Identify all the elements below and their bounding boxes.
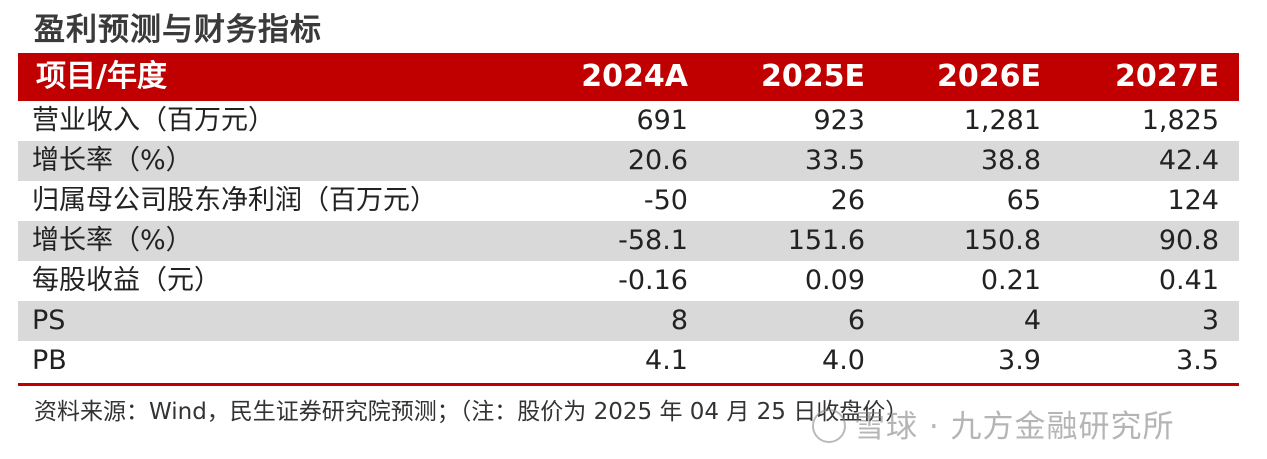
header-year-2027e: 2027E [1115, 59, 1219, 94]
table-row-pb: PB 4.1 4.0 3.9 3.5 [18, 341, 1239, 381]
page-title: 盈利预测与财务指标 [34, 12, 322, 48]
table-cell: -50 [643, 185, 688, 216]
row-label: 营业收入（百万元） [32, 105, 275, 136]
table-cell: 0.21 [980, 265, 1041, 296]
table-cell: 4 [1023, 305, 1041, 336]
table-row-revenue-growth: 增长率（%） 20.6 33.5 38.8 42.4 [18, 141, 1239, 181]
row-label: PS [32, 305, 66, 336]
header-year-2025e: 2025E [761, 59, 865, 94]
table-cell: -58.1 [618, 225, 688, 256]
table-cell: 4.1 [645, 345, 688, 376]
table-row-revenue: 营业收入（百万元） 691 923 1,281 1,825 [18, 101, 1239, 141]
row-label: 增长率（%） [32, 145, 193, 176]
table-cell: 1,825 [1141, 105, 1219, 136]
table-cell: 26 [830, 185, 865, 216]
table-row-eps: 每股收益（元） -0.16 0.09 0.21 0.41 [18, 261, 1239, 301]
row-label: PB [32, 345, 67, 376]
header-year-2026e: 2026E [937, 59, 1041, 94]
table-bottom-rule [18, 383, 1239, 386]
financial-forecast-table: 项目/年度 2024A 2025E 2026E 2027E 营业收入（百万元） … [18, 53, 1239, 381]
table-cell: 3 [1201, 305, 1219, 336]
table-cell: 4.0 [822, 345, 865, 376]
table-cell: 691 [636, 105, 688, 136]
table-cell: -0.16 [618, 265, 688, 296]
table-cell: 38.8 [980, 145, 1041, 176]
table-cell: 65 [1006, 185, 1041, 216]
row-label: 增长率（%） [32, 225, 193, 256]
snowball-logo-icon [812, 408, 846, 443]
table-row-profit-growth: 增长率（%） -58.1 151.6 150.8 90.8 [18, 221, 1239, 261]
watermark-text: 雪球 · 九方金融研究所 [854, 409, 1175, 445]
table-cell: 0.09 [804, 265, 865, 296]
table-cell: 8 [670, 305, 688, 336]
table-cell: 124 [1167, 185, 1219, 216]
header-year-2024a: 2024A [581, 59, 688, 94]
table-cell: 151.6 [787, 225, 865, 256]
table-cell: 20.6 [627, 145, 688, 176]
table-cell: 1,281 [963, 105, 1041, 136]
table-cell: 33.5 [804, 145, 865, 176]
table-cell: 6 [847, 305, 865, 336]
row-label: 归属母公司股东净利润（百万元） [32, 185, 437, 216]
row-label: 每股收益（元） [32, 265, 221, 296]
header-label: 项目/年度 [36, 59, 167, 94]
source-note: 资料来源：Wind，民生证券研究院预测；（注：股价为 2025 年 04 月 2… [34, 399, 909, 425]
table-header-row: 项目/年度 2024A 2025E 2026E 2027E [18, 53, 1239, 101]
table-cell: 0.41 [1158, 265, 1219, 296]
table-cell: 42.4 [1158, 145, 1219, 176]
watermark: 雪球 · 九方金融研究所 [812, 401, 1175, 446]
table-row-net-profit: 归属母公司股东净利润（百万元） -50 26 65 124 [18, 181, 1239, 221]
table-cell: 3.5 [1176, 345, 1219, 376]
table-cell: 150.8 [963, 225, 1041, 256]
table-cell: 3.9 [998, 345, 1041, 376]
table-cell: 923 [813, 105, 865, 136]
table-cell: 90.8 [1158, 225, 1219, 256]
table-row-ps: PS 8 6 4 3 [18, 301, 1239, 341]
